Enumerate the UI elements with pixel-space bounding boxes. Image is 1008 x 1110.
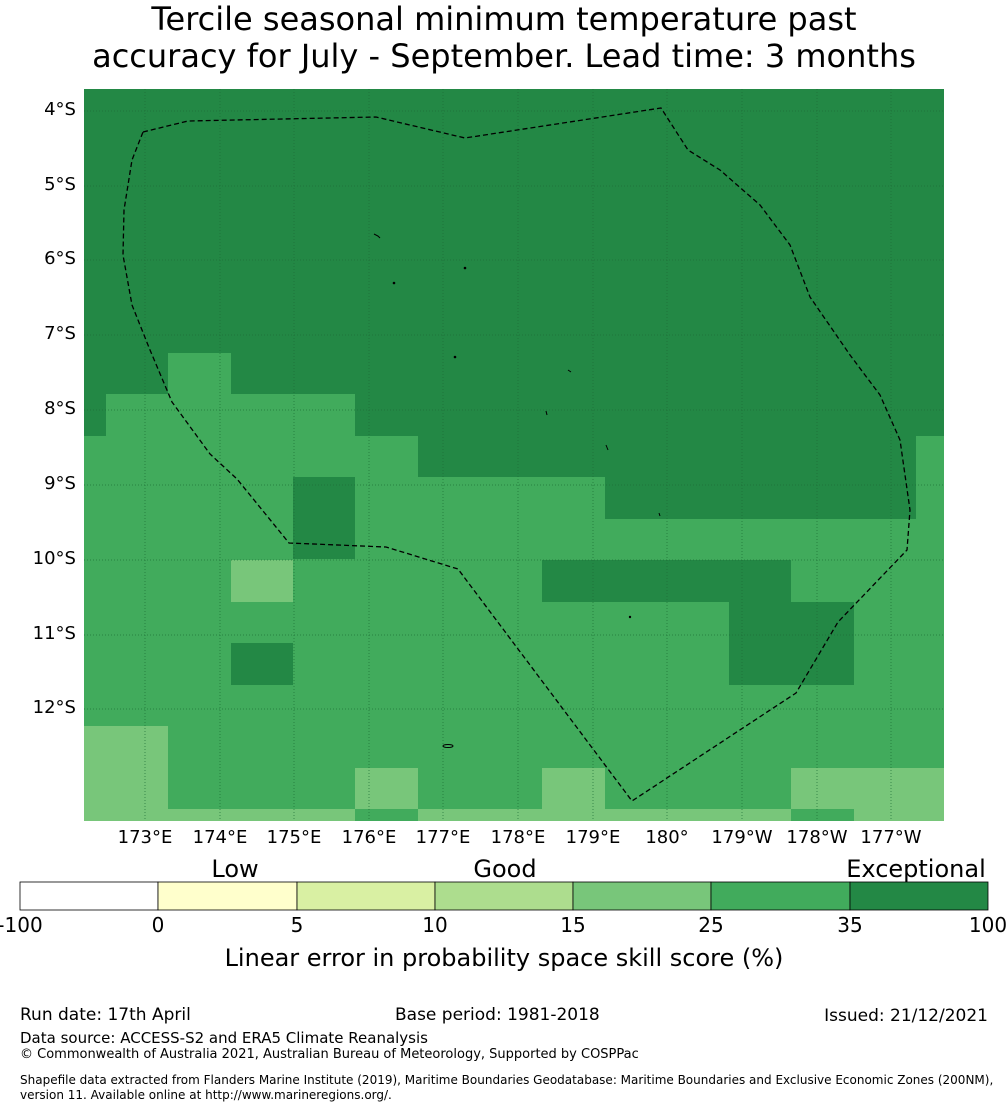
lat-label: 5°S — [44, 174, 76, 195]
colorbar-category-good: Good — [473, 855, 537, 883]
colorbar-tick: 5 — [290, 913, 304, 937]
grid-cell — [168, 809, 355, 821]
colorbar-tick: 0 — [151, 913, 165, 937]
island-outline — [567, 369, 572, 373]
island-outline — [373, 233, 381, 239]
grid-cell — [84, 89, 944, 353]
lon-label: 180° — [645, 827, 689, 848]
island-outline — [605, 444, 609, 451]
colorbar-bin — [434, 881, 574, 911]
map-title-line-1: Tercile seasonal minimum temperature pas… — [151, 0, 857, 38]
data-source: Data source: ACCESS-S2 and ERA5 Climate … — [20, 1029, 428, 1047]
lon-label: 173°E — [117, 827, 173, 848]
graticule — [84, 89, 944, 821]
island-outline — [442, 744, 454, 748]
skill-grid — [84, 89, 944, 821]
run-date: Run date: 17th April — [20, 1005, 191, 1025]
colorbar-label: Linear error in probability space skill … — [224, 944, 784, 972]
grid-cell — [729, 602, 854, 685]
colorbar-bin — [710, 881, 851, 911]
grid-cell — [355, 768, 418, 809]
shapefile-credit: Shapefile data extracted from Flanders M… — [20, 1073, 994, 1102]
island-outline — [628, 615, 632, 619]
island-outline — [453, 355, 457, 359]
colorbar-bin — [157, 881, 298, 911]
colorbar — [19, 881, 989, 911]
lat-label: 7°S — [44, 323, 76, 344]
colorbar-bin — [572, 881, 712, 911]
island-outline — [392, 281, 396, 285]
grid-cell — [542, 768, 605, 821]
grid-cell — [605, 809, 791, 821]
grid-cell — [418, 809, 542, 821]
lat-label: 4°S — [44, 99, 76, 120]
colorbar-bin — [849, 881, 989, 911]
island-outline — [545, 410, 548, 416]
lat-label: 11°S — [32, 623, 76, 644]
grid-cell — [84, 726, 168, 821]
grid-cell — [791, 768, 944, 809]
grid-cell — [355, 394, 944, 436]
grid-cell — [84, 353, 168, 394]
grid-cell — [231, 353, 944, 394]
islands — [373, 233, 661, 748]
colorbar-category-exceptional: Exceptional — [846, 855, 986, 883]
issued-date: Issued: 21/12/2021 — [824, 1006, 988, 1026]
base-period: Base period: 1981-2018 — [395, 1005, 600, 1025]
lat-label: 6°S — [44, 248, 76, 269]
grid-cell — [605, 477, 916, 519]
lat-label: 12°S — [32, 697, 76, 718]
lat-label: 8°S — [44, 398, 76, 419]
lat-label: 10°S — [32, 548, 76, 569]
island-outline — [463, 266, 467, 270]
copyright-notice: © Commonwealth of Australia 2021, Austra… — [20, 1047, 639, 1062]
eez-boundary — [122, 107, 911, 802]
map-title-line-2: accuracy for July - September. Lead time… — [92, 37, 916, 75]
colorbar-tick: 35 — [837, 913, 863, 937]
colorbar-bin — [296, 881, 436, 911]
colorbar-category-low: Low — [211, 855, 259, 883]
lon-label: 178°E — [490, 827, 546, 848]
lon-label: 174°E — [192, 827, 248, 848]
colorbar-bin — [19, 881, 159, 911]
lon-label: 179°E — [565, 827, 621, 848]
grid-cell — [231, 643, 293, 685]
island-outline — [658, 512, 661, 517]
colorbar-tick: 25 — [698, 913, 724, 937]
lat-label: 9°S — [44, 473, 76, 494]
lon-label: 177°E — [415, 827, 471, 848]
colorbar-tick: -100 — [0, 913, 43, 937]
lon-label: 175°E — [266, 827, 322, 848]
colorbar-tick: 15 — [560, 913, 586, 937]
lon-label: 178°W — [786, 827, 848, 848]
grid-cell — [231, 560, 293, 602]
lon-label: 177°W — [860, 827, 922, 848]
colorbar-tick: 100 — [968, 913, 1008, 937]
colorbar-tick: 10 — [422, 913, 448, 937]
grid-cell — [854, 809, 944, 821]
grid-cell — [84, 394, 106, 436]
grid-cell — [293, 477, 355, 559]
lon-label: 179°W — [711, 827, 773, 848]
lon-label: 176°E — [341, 827, 397, 848]
